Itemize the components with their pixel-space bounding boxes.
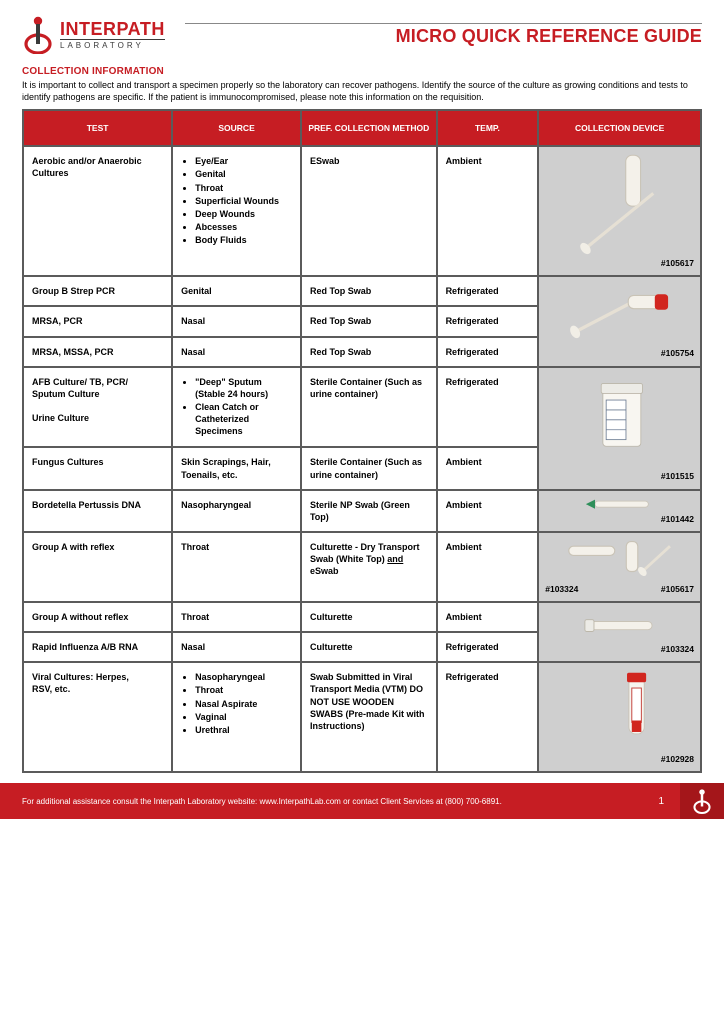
cell-device: #103324 #105617 [538, 532, 701, 602]
table-row: Group A without reflex Throat Culturette… [23, 602, 701, 632]
cell-source: Throat [172, 532, 301, 602]
cell-device: #103324 [538, 602, 701, 662]
cell-test: Group A with reflex [23, 532, 172, 602]
cell-device: #102928 [538, 662, 701, 772]
cell-source: Throat [172, 602, 301, 632]
logo-brand-sub: LABORATORY [60, 39, 165, 50]
cell-test: Fungus Cultures [23, 447, 172, 489]
list-item: Body Fluids [195, 234, 292, 246]
table-row: Viral Cultures: Herpes, RSV, etc. Nasoph… [23, 662, 701, 772]
cell-temp: Ambient [437, 602, 539, 632]
cell-source: Nasal [172, 632, 301, 662]
col-header-source: SOURCE [172, 110, 301, 146]
cell-test: MRSA, PCR [23, 306, 172, 336]
cell-temp: Ambient [437, 447, 539, 489]
cell-method: Sterile Container (Such as urine contain… [301, 367, 437, 448]
cell-method: Culturette - Dry Transport Swab (White T… [301, 532, 437, 602]
device-id: #103324 [545, 584, 578, 595]
cell-test: Aerobic and/or Anaerobic Cultures [23, 146, 172, 276]
col-header-method: PREF. COLLECTION METHOD [301, 110, 437, 146]
cell-temp: Ambient [437, 490, 539, 532]
table-row: Group A with reflex Throat Culturette - … [23, 532, 701, 602]
cell-device: #101515 [538, 367, 701, 490]
page-header: INTERPATH LABORATORY MICRO QUICK REFEREN… [0, 0, 724, 60]
cell-source: Nasal [172, 306, 301, 336]
cell-device: #105754 [538, 276, 701, 366]
cell-source: "Deep" Sputum (Stable 24 hours)Clean Cat… [172, 367, 301, 448]
cell-temp: Refrigerated [437, 367, 539, 448]
cell-temp: Refrigerated [437, 306, 539, 336]
cell-method: Red Top Swab [301, 306, 437, 336]
cell-temp: Refrigerated [437, 662, 539, 772]
list-item: Vaginal [195, 711, 292, 723]
cell-test: Rapid Influenza A/B RNA [23, 632, 172, 662]
table-row: Group B Strep PCR Genital Red Top Swab R… [23, 276, 701, 306]
cell-method: Red Top Swab [301, 276, 437, 306]
list-item: Nasopharyngeal [195, 671, 292, 683]
cell-method: Sterile Container (Such as urine contain… [301, 447, 437, 489]
cell-source: Nasopharyngeal [172, 490, 301, 532]
cell-temp: Ambient [437, 532, 539, 602]
intro-text: It is important to collect and transport… [22, 79, 702, 103]
cell-source: Genital [172, 276, 301, 306]
list-item: "Deep" Sputum (Stable 24 hours) [195, 376, 292, 400]
page-title: MICRO QUICK REFERENCE GUIDE [185, 26, 702, 47]
device-id: #101515 [661, 471, 694, 481]
list-item: Urethral [195, 724, 292, 736]
col-header-device: COLLECTION DEVICE [538, 110, 701, 146]
device-id: #105617 [661, 258, 694, 268]
cell-device: #105617 [538, 146, 701, 276]
list-item: Throat [195, 182, 292, 194]
cell-method: ESwab [301, 146, 437, 276]
device-id: #105617 [661, 584, 694, 595]
cell-temp: Refrigerated [437, 337, 539, 367]
cell-method: Culturette [301, 632, 437, 662]
logo-icon [22, 16, 54, 54]
cell-source: NasopharyngealThroat Nasal AspirateVagina… [172, 662, 301, 772]
cell-source: Nasal [172, 337, 301, 367]
cell-method: Culturette [301, 602, 437, 632]
cell-source: Skin Scrapings, Hair, Toenails, etc. [172, 447, 301, 489]
cell-method: Swab Submitted in Viral Transport Media … [301, 662, 437, 772]
device-id: #105754 [661, 348, 694, 358]
footer-logo-icon [680, 783, 724, 819]
cell-test: AFB Culture/ TB, PCR/ Sputum Culture Uri… [23, 367, 172, 448]
list-item: Eye/Ear [195, 155, 292, 167]
reference-table: TEST SOURCE PREF. COLLECTION METHOD TEMP… [22, 109, 702, 773]
cell-method: Red Top Swab [301, 337, 437, 367]
col-header-temp: TEMP. [437, 110, 539, 146]
device-id: #102928 [661, 754, 694, 764]
logo-brand-name: INTERPATH [60, 20, 165, 38]
brand-logo: INTERPATH LABORATORY [22, 16, 165, 54]
cell-temp: Refrigerated [437, 276, 539, 306]
cell-temp: Ambient [437, 146, 539, 276]
list-item: Superficial Wounds [195, 195, 292, 207]
list-item: Abcesses [195, 221, 292, 233]
list-item: Clean Catch or Catheterized Specimens [195, 401, 292, 437]
cell-temp: Refrigerated [437, 632, 539, 662]
cell-test: MRSA, MSSA, PCR [23, 337, 172, 367]
cell-test: Group B Strep PCR [23, 276, 172, 306]
page-footer: For additional assistance consult the In… [0, 783, 724, 819]
cell-source: Eye/EarGenital ThroatSuperficial WoundsDe… [172, 146, 301, 276]
list-item: Nasal Aspirate [195, 698, 292, 710]
list-item: Deep Wounds [195, 208, 292, 220]
table-row: Bordetella Pertussis DNA Nasopharyngeal … [23, 490, 701, 532]
device-id: #103324 [661, 644, 694, 654]
table-row: Aerobic and/or Anaerobic Cultures Eye/Ea… [23, 146, 701, 276]
col-header-test: TEST [23, 110, 172, 146]
section-heading: COLLECTION INFORMATION [22, 66, 702, 77]
list-item: Throat [195, 684, 292, 696]
cell-device: #101442 [538, 490, 701, 532]
footer-text: For additional assistance consult the In… [22, 796, 642, 807]
cell-test: Group A without reflex [23, 602, 172, 632]
cell-test: Bordetella Pertussis DNA [23, 490, 172, 532]
list-item: Genital [195, 168, 292, 180]
table-row: AFB Culture/ TB, PCR/ Sputum Culture Uri… [23, 367, 701, 448]
footer-page-number: 1 [642, 796, 680, 807]
cell-method: Sterile NP Swab (Green Top) [301, 490, 437, 532]
device-id: #101442 [661, 514, 694, 524]
cell-test: Viral Cultures: Herpes, RSV, etc. [23, 662, 172, 772]
